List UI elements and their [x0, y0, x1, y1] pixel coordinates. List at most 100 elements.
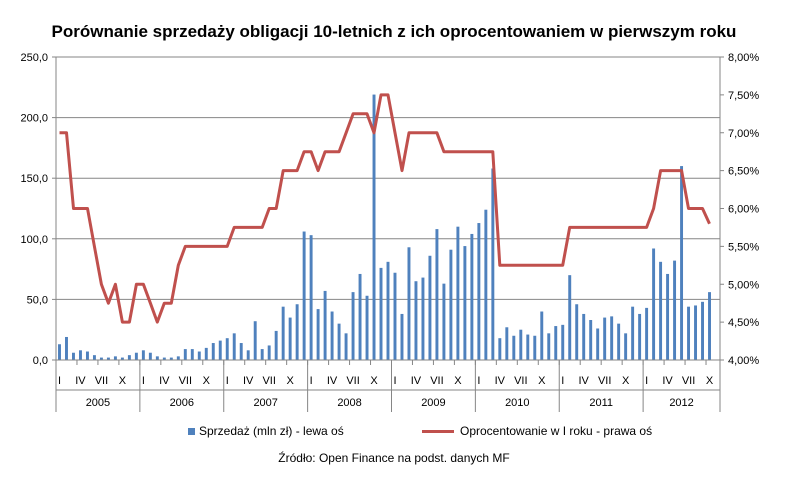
legend-item-rate: Oprocentowanie w I roku - prawa oś — [422, 424, 652, 438]
sales-bar — [176, 356, 180, 360]
sales-bar — [267, 345, 271, 360]
month-label: X — [622, 375, 630, 387]
year-label: 2010 — [505, 397, 529, 409]
month-label: IV — [662, 375, 673, 387]
sales-bar — [498, 338, 502, 360]
sales-bar — [687, 306, 691, 360]
sales-bar — [589, 320, 593, 360]
month-label: I — [393, 375, 396, 387]
month-label: VII — [682, 375, 695, 387]
sales-bar — [162, 357, 166, 360]
sales-bar — [281, 306, 285, 360]
sales-bar — [435, 229, 439, 360]
sales-bar — [99, 357, 103, 360]
sales-bar — [239, 343, 243, 360]
month-label: VII — [95, 375, 108, 387]
sales-bar — [344, 333, 348, 360]
y-left-tick-label: 150,0 — [20, 173, 48, 185]
legend-label-sales: Sprzedaż (mln zł) - lewa oś — [199, 424, 344, 438]
sales-bar — [302, 231, 306, 360]
sales-bar — [540, 311, 544, 360]
sales-bar — [407, 247, 411, 360]
rate-line — [59, 93, 711, 324]
y-left-tick-label: 50,0 — [27, 294, 48, 306]
legend-item-sales: Sprzedaż (mln zł) - lewa oś — [188, 424, 344, 438]
sales-bar — [148, 352, 152, 360]
sales-bar — [596, 328, 600, 360]
sales-bar — [246, 350, 250, 360]
y-left-tick-label: 0,0 — [33, 355, 48, 367]
sales-bar — [477, 223, 481, 360]
sales-bar — [190, 349, 194, 360]
month-label: X — [454, 375, 462, 387]
month-label: I — [561, 375, 564, 387]
sales-bar — [456, 226, 460, 360]
sales-bar — [694, 305, 698, 360]
month-label: I — [226, 375, 229, 387]
y-right-tick-label: 6,50% — [728, 166, 759, 178]
sales-bar — [197, 351, 201, 360]
year-label: 2007 — [253, 397, 277, 409]
sales-bar — [204, 347, 208, 360]
sales-bar — [561, 324, 565, 360]
sales-bar — [386, 261, 390, 360]
year-label: 2012 — [669, 397, 693, 409]
sales-bar — [65, 336, 68, 360]
month-label: X — [706, 375, 714, 387]
sales-bar — [260, 349, 264, 360]
sales-bar — [372, 94, 376, 361]
y-right-tick-label: 7,50% — [728, 90, 759, 102]
month-label: IV — [75, 375, 86, 387]
month-label: IV — [243, 375, 254, 387]
year-label: 2008 — [337, 397, 361, 409]
sales-bar — [470, 233, 474, 360]
sales-bar — [253, 321, 257, 360]
sales-bar — [673, 260, 677, 360]
sales-bar — [316, 309, 320, 360]
month-label: X — [203, 375, 211, 387]
sales-bar — [421, 277, 425, 360]
month-label: IV — [579, 375, 590, 387]
sales-bar — [533, 335, 537, 360]
sales-bar — [393, 272, 397, 360]
sales-bar — [400, 313, 404, 360]
sales-bar — [274, 330, 278, 360]
sales-bar — [330, 311, 334, 360]
year-label: 2009 — [421, 397, 445, 409]
sales-bar — [645, 307, 649, 360]
y-right-tick-label: 8,00% — [728, 52, 759, 64]
sales-bar — [449, 249, 453, 360]
sales-bar — [491, 168, 495, 360]
sales-bar — [218, 340, 222, 360]
source-note: Źródło: Open Finance na podst. danych MF — [278, 451, 510, 465]
sales-bar — [85, 351, 89, 360]
sales-bar — [78, 350, 82, 360]
month-label: IV — [411, 375, 422, 387]
sales-bar — [547, 333, 551, 360]
sales-bar — [666, 273, 670, 360]
year-label: 2011 — [589, 397, 613, 409]
sales-bar — [232, 333, 236, 360]
month-label: I — [645, 375, 648, 387]
sales-bar — [295, 304, 299, 360]
sales-bar — [169, 357, 173, 360]
sales-bar — [155, 356, 159, 360]
month-label: X — [538, 375, 546, 387]
y-right-tick-label: 4,00% — [728, 355, 759, 367]
y-left-tick-label: 100,0 — [20, 234, 48, 246]
sales-bar — [554, 326, 558, 360]
sales-bar — [708, 292, 711, 360]
month-label: X — [370, 375, 378, 387]
y-left-tick-label: 250,0 — [20, 52, 48, 64]
y-right-tick-label: 5,50% — [728, 241, 759, 253]
y-right-tick-label: 4,50% — [728, 317, 759, 329]
month-label: VII — [179, 375, 192, 387]
sales-bar — [568, 275, 572, 360]
chart-title: Porównanie sprzedaży obligacji 10-letnic… — [51, 22, 737, 41]
month-label: VII — [598, 375, 611, 387]
sales-bar — [603, 317, 607, 360]
sales-bar — [72, 352, 75, 360]
sales-bar — [659, 261, 663, 360]
sales-bar — [582, 313, 586, 360]
year-label: 2006 — [170, 397, 194, 409]
